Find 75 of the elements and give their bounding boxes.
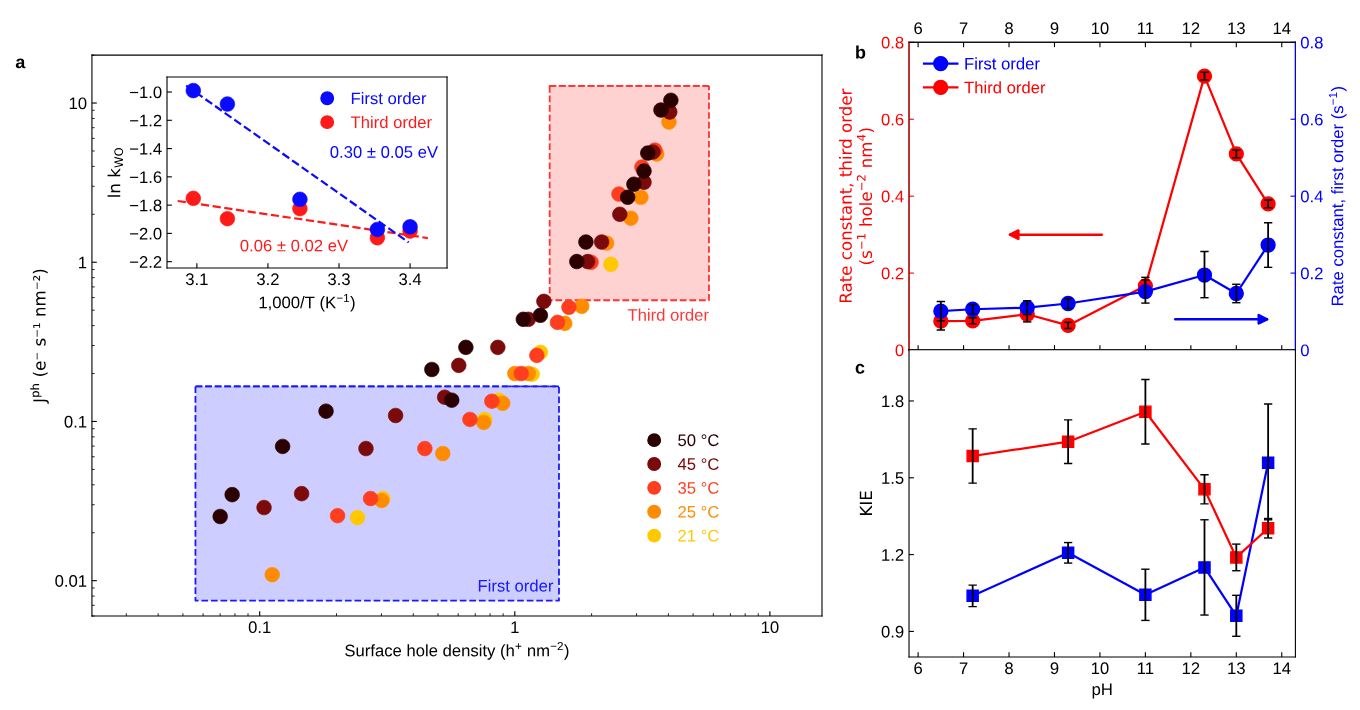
legend-label: 50 °C [678,434,719,447]
y2-axis-title: Rate constant, first order (s$^{−1}$) [1328,87,1347,306]
x-tick-label: 10 [1091,662,1109,675]
y-tick-label: 0.8 [881,36,904,49]
x-tick-label: 7 [959,662,968,674]
x-tick-label: 14 [1273,22,1291,34]
legend-label: 21 °C [678,529,719,542]
y-axis-title: Rate constant, third order (s$^{−1}$ hole$^{−2}$ nm$^{4}$) [839,88,875,303]
x-tick-label: 3.4 [399,273,422,286]
legend-label: 45 °C [677,458,719,470]
y-tick-label: 1.8 [882,395,904,408]
chart-title: a [15,58,26,69]
y-tick-label: 1 [79,256,87,269]
y2-tick-label: 0 [1300,344,1309,357]
y-tick-label: 0.4 [881,190,904,203]
point [1196,267,1213,283]
y-axis-title: ln k$_{WO}$ [107,147,124,197]
y-tick-label: 1.5 [882,472,904,484]
y-tick-label: 0 [895,344,904,357]
y-tick-label: −1.2 [130,114,162,127]
y2-tick-label: 0.6 [1300,113,1323,126]
y2-tick-label: 0.8 [1300,36,1323,49]
x-tick-label: 3.2 [256,273,279,286]
y-tick-label: −1.8 [130,199,162,212]
y-tick-label: 0.9 [881,625,904,638]
x-tick-label: 10 [1091,22,1109,35]
x-axis-title: Surface hole density (h$^{+}$ nm$^{−2}$) [345,641,569,660]
x-tick-label: 12 [1182,22,1200,34]
x-tick-label: 8 [1005,662,1013,675]
x-tick-label: 3.1 [185,273,208,286]
y-tick-label: 0.6 [881,113,904,126]
y-tick-label: 1.2 [882,549,904,561]
legend-label: First order [351,92,427,105]
x-tick-label: 11 [1138,22,1154,34]
y-tick-label: −1.4 [130,143,162,155]
legend-label: 35 °C [678,482,719,494]
y-tick-label: 0.2 [881,267,904,280]
x-tick-label: 8 [1005,22,1013,35]
x-tick-label: 11 [1138,662,1154,674]
x-tick-label: 13 [1228,22,1245,35]
x-tick-label: 6 [914,662,923,675]
annotation: 0.06 ± 0.02 eV [240,239,349,252]
x-tick-label: 9 [1050,662,1059,675]
chart-title: b [856,45,866,59]
x-tick-label: 14 [1273,662,1291,674]
x-tick-label: 0.1 [248,621,271,634]
annotation: 0.30 ± 0.05 eV [330,146,439,158]
y-tick-label: 10 [69,97,87,110]
legend-label: 25 °C [678,505,719,518]
x-axis-title: 1,000/T (K$^{−1}$) [259,293,355,312]
text: First order [478,579,554,592]
legend-label: Third order [964,81,1046,94]
y2-tick-label: 0.4 [1300,190,1323,203]
y-axis-title: J$^{ph}$ (e⁻ s⁻¹ nm⁻²) [30,269,49,404]
text: Third order [627,308,709,321]
y2-tick-label: 0.2 [1300,267,1323,280]
y-tick-label: −2.0 [130,227,162,240]
y-axis-title: KIE [859,491,872,515]
y-tick-label: −2.2 [130,256,162,268]
x-tick-label: 13 [1228,662,1245,675]
x-tick-label: 9 [1050,22,1059,35]
y-tick-label: 0.01 [55,575,87,587]
x-tick-label: 7 [959,22,968,34]
y-tick-label: −1.0 [130,86,162,99]
legend-label: Third order [350,115,432,129]
x-axis-title: pH [1092,683,1112,699]
x-tick-label: 10 [761,621,779,634]
x-tick-label: 6 [914,22,923,35]
text: c [855,363,865,374]
legend-label: First order [965,57,1040,70]
y-tick-label: −1.6 [130,171,162,184]
y-tick-label: 0.1 [64,415,87,428]
x-tick-label: 1 [511,621,519,633]
x-tick-label: 3.3 [328,273,350,286]
x-tick-label: 12 [1182,662,1200,674]
